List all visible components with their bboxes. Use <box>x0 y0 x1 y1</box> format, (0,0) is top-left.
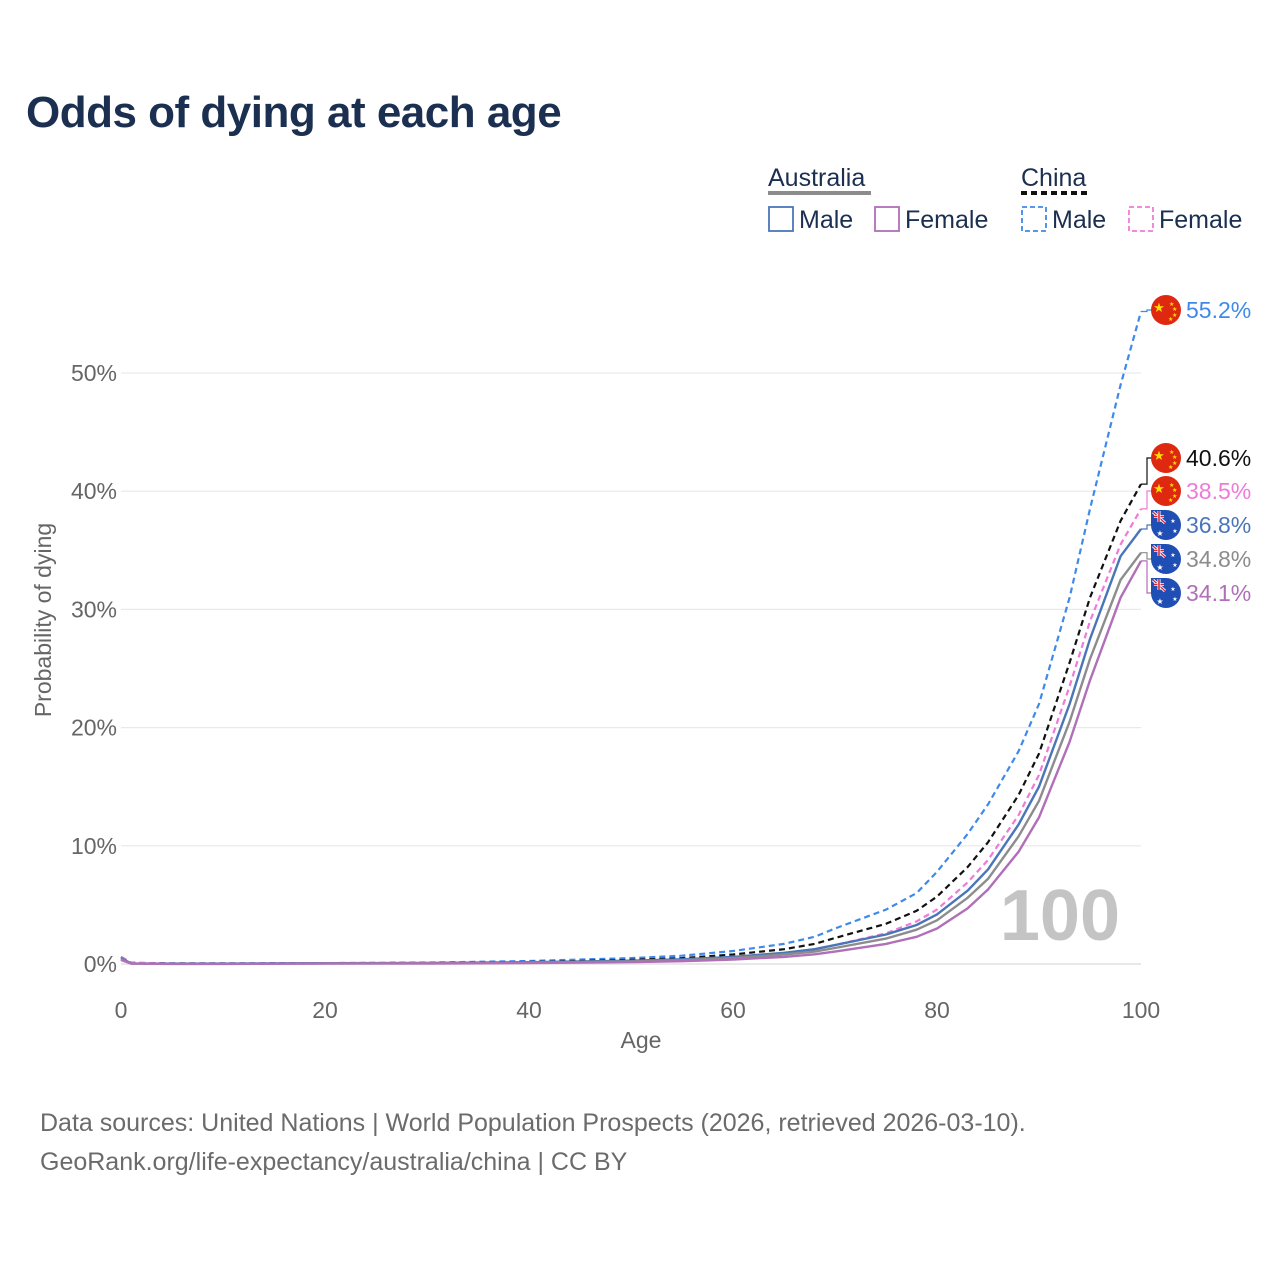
legend-swatch <box>1128 206 1154 232</box>
footer: Data sources: United Nations | World Pop… <box>40 1104 1026 1182</box>
series-line-australia-female <box>120 560 1143 966</box>
svg-text:★: ★ <box>1153 448 1165 463</box>
label-connector <box>1141 490 1153 510</box>
label-connector <box>1141 309 1153 313</box>
y-tick-label: 30% <box>71 596 117 622</box>
legend: Australia Male Female China Male Female <box>768 164 1242 234</box>
label-connector <box>1141 552 1153 560</box>
svg-text:★: ★ <box>1156 597 1163 606</box>
series-line-australia-male <box>120 528 1142 965</box>
svg-text:★: ★ <box>1170 586 1175 593</box>
svg-text:★: ★ <box>1169 482 1174 489</box>
svg-text:★: ★ <box>1172 528 1177 535</box>
label-connector <box>1141 457 1153 485</box>
y-tick-label: 0% <box>84 951 117 977</box>
china-flag-icon: ★ ★★★★ <box>1151 443 1181 473</box>
svg-text:★: ★ <box>1169 301 1174 308</box>
series-lines <box>120 311 1143 966</box>
svg-text:★: ★ <box>1169 449 1174 456</box>
x-tick-label: 40 <box>516 997 542 1023</box>
australia-flag-icon: ★ ★ ★ <box>1151 510 1181 540</box>
svg-text:★: ★ <box>1172 493 1177 500</box>
svg-text:★: ★ <box>1170 552 1175 559</box>
y-tick-label: 40% <box>71 478 117 504</box>
legend-group-china: China <box>1021 164 1086 192</box>
chart-title: Odds of dying at each age <box>26 88 562 137</box>
series-line-china-female <box>120 508 1142 965</box>
end-value-label: 40.6% <box>1186 445 1251 471</box>
china-flag-icon: ★ ★★★★ <box>1151 476 1181 506</box>
svg-text:★: ★ <box>1168 464 1173 471</box>
y-tick-label: 50% <box>71 360 117 386</box>
series-line-australia-both-sexes- <box>120 551 1142 965</box>
y-tick-label: 10% <box>71 833 117 859</box>
legend-group-australia: Australia <box>768 164 865 192</box>
svg-text:★: ★ <box>1156 563 1163 572</box>
series-line-china-both-sexes- <box>120 483 1142 965</box>
x-tick-label: 20 <box>312 997 338 1023</box>
y-axis-title: Probability of dying <box>30 523 56 717</box>
legend-item-australia-male: Male <box>799 206 853 234</box>
end-value-label: 38.5% <box>1186 478 1251 504</box>
legend-item-australia-female: Female <box>905 206 988 234</box>
legend-swatch <box>1021 206 1047 232</box>
australia-flag-icon: ★ ★ ★ <box>1151 544 1181 574</box>
end-value-label: 55.2% <box>1186 297 1251 323</box>
svg-text:★: ★ <box>1172 460 1177 467</box>
svg-text:★: ★ <box>1172 596 1177 603</box>
svg-text:★: ★ <box>1153 481 1165 496</box>
x-tick-label: 100 <box>1122 997 1160 1023</box>
svg-text:★: ★ <box>1172 454 1177 461</box>
x-axis-title: Age <box>621 1027 662 1053</box>
svg-text:★: ★ <box>1168 497 1173 504</box>
australia-flag-icon: ★ ★ ★ <box>1151 578 1181 608</box>
end-labels: ★ ★★★★ 55.2%★ ★★★★ 40.6%★ ★★★★ 38.5%★★★ 36.8%★★… <box>1151 295 1251 608</box>
legend-swatch <box>768 206 794 232</box>
legend-item-china-male: Male <box>1052 206 1106 234</box>
source-url: GeoRank.org/life-expectancy/australia/ch… <box>40 1148 628 1176</box>
age-watermark: 100 <box>1000 876 1120 956</box>
series-line-china-male <box>120 311 1143 965</box>
end-value-label: 36.8% <box>1186 512 1251 538</box>
x-tick-label: 80 <box>924 997 950 1023</box>
legend-swatch <box>874 206 900 232</box>
label-connectors <box>1141 309 1153 594</box>
source-note: Data sources: United Nations | World Pop… <box>40 1109 1026 1137</box>
x-tick-label: 0 <box>115 997 128 1023</box>
end-value-label: 34.8% <box>1186 546 1251 572</box>
svg-text:★: ★ <box>1172 306 1177 313</box>
svg-text:★: ★ <box>1170 518 1175 525</box>
legend-item-china-female: Female <box>1159 206 1242 234</box>
svg-text:★: ★ <box>1156 529 1163 538</box>
svg-text:★: ★ <box>1168 316 1173 323</box>
china-flag-icon: ★ ★★★★ <box>1151 295 1181 325</box>
label-connector <box>1141 524 1153 530</box>
svg-text:★: ★ <box>1172 562 1177 569</box>
y-tick-label: 20% <box>71 715 117 741</box>
end-value-label: 34.1% <box>1186 580 1251 606</box>
x-tick-label: 60 <box>720 997 746 1023</box>
axes: 0% 10% 20% 30% 40% 50% 0 20 40 60 80 100 Age Probabil… <box>30 360 1160 1053</box>
svg-text:★: ★ <box>1153 300 1165 315</box>
gridlines <box>121 372 1141 965</box>
svg-text:★: ★ <box>1172 487 1177 494</box>
label-connector <box>1141 560 1153 594</box>
svg-text:★: ★ <box>1172 312 1177 319</box>
